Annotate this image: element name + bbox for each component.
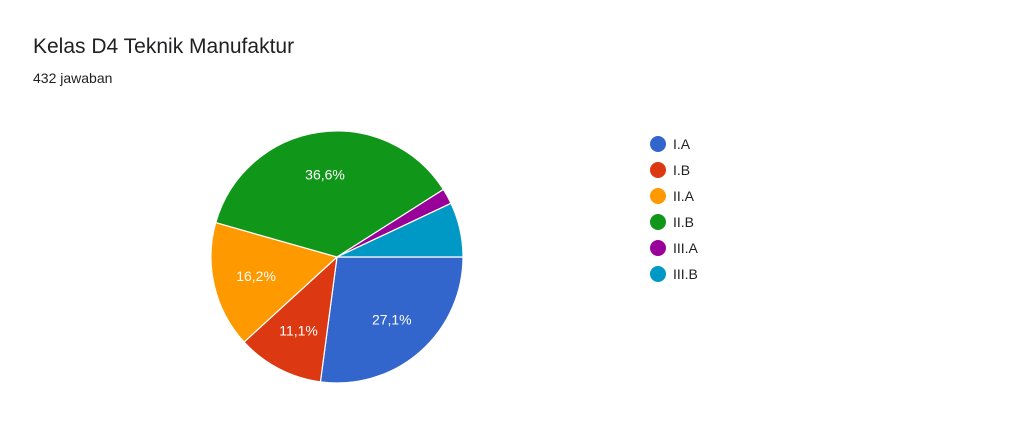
response-count: 432 jawaban (33, 70, 113, 86)
slice-label-ii-b: 36,6% (305, 167, 345, 183)
legend-item-ii-b[interactable]: II.B (650, 209, 698, 235)
legend-swatch-i-a (650, 136, 666, 152)
legend-swatch-iii-b (650, 266, 666, 282)
chart-title: Kelas D4 Teknik Manufaktur (33, 35, 295, 58)
legend-swatch-ii-a (650, 188, 666, 204)
slice-label-i-b: 11,1% (279, 323, 318, 339)
legend-swatch-iii-a (650, 240, 666, 256)
legend-item-ii-a[interactable]: II.A (650, 183, 698, 209)
chart-legend: I.A I.B II.A II.B III.A III.B (650, 131, 698, 287)
slice-label-i-a: 27,1% (372, 312, 412, 328)
legend-label-i-a: I.A (673, 136, 691, 152)
legend-swatch-ii-b (650, 214, 666, 230)
legend-item-i-a[interactable]: I.A (650, 131, 698, 157)
pie-slice-iii-b[interactable] (336, 202, 464, 258)
slice-label-ii-a: 16,2% (236, 268, 276, 284)
legend-item-iii-b[interactable]: III.B (650, 261, 698, 287)
pie-slice-ii-a[interactable] (210, 221, 339, 343)
legend-label-ii-a: II.A (673, 188, 695, 204)
legend-label-i-b: I.B (673, 162, 691, 178)
legend-label-ii-b: II.B (673, 214, 695, 230)
legend-swatch-i-b (650, 162, 666, 178)
pie-slice-i-b[interactable] (243, 255, 338, 383)
legend-item-iii-a[interactable]: III.A (650, 235, 698, 261)
pie-slice-i-a[interactable] (319, 256, 464, 384)
legend-label-iii-b: III.B (673, 266, 698, 282)
legend-label-iii-a: III.A (673, 240, 698, 256)
legend-item-i-b[interactable]: I.B (650, 157, 698, 183)
